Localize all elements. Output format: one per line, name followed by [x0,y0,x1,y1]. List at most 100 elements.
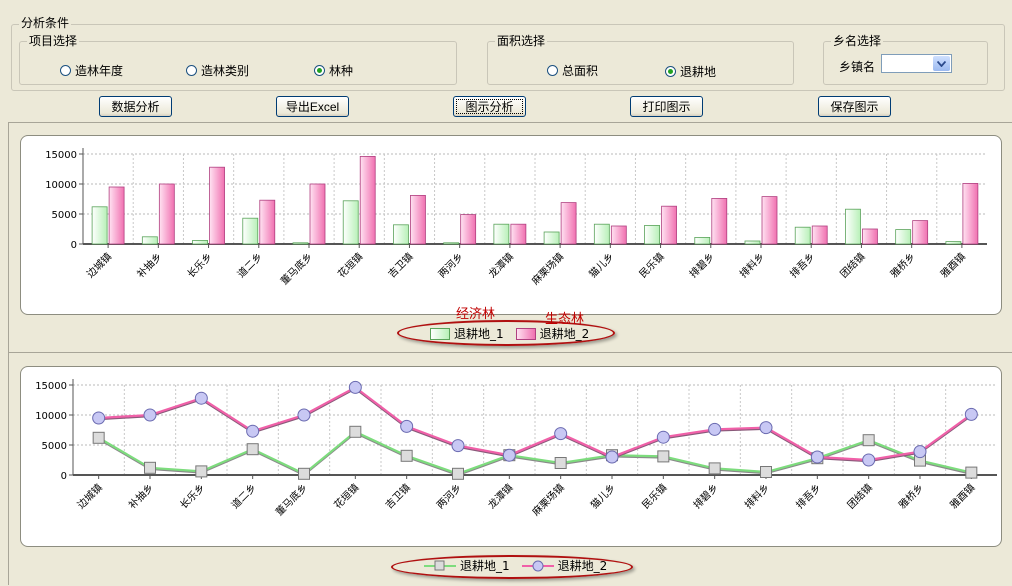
x-tick-label: 长乐乡 [178,482,208,512]
point-series-2 [297,408,311,422]
y-tick-label: 0 [71,240,77,251]
y-tick-label: 15000 [45,150,77,161]
x-tick-label: 两河乡 [436,251,466,281]
point-series-1 [92,431,105,444]
x-tick-label: 道二乡 [234,250,264,280]
y-tick-label: 15000 [35,381,67,392]
x-tick-label: 民乐镇 [636,250,666,280]
x-tick-label: 补抽乡 [126,481,156,511]
x-tick-label: 排料乡 [737,250,767,280]
x-tick-label: 排吾乡 [787,250,817,280]
x-tick-label: 雅酉镇 [947,481,977,511]
x-tick-label: 麻栗场镇 [529,250,566,287]
radio-returned-farmland[interactable]: 退耕地 [665,63,716,80]
point-series-1 [760,466,772,478]
export-excel-button[interactable]: 导出Excel [276,96,349,117]
point-series-2 [348,380,362,394]
point-series-1 [554,457,567,469]
x-tick-label: 民乐镇 [639,481,669,511]
x-tick-label: 排料乡 [742,481,772,511]
town-label: 乡镇名 [839,60,876,74]
bar-series-2 [711,198,728,245]
town-select-group: 乡名选择 [823,34,988,85]
bar-series-2 [209,166,225,245]
point-series-2 [913,445,927,459]
x-tick-label: 排碧乡 [686,250,716,280]
data-analysis-button[interactable]: 数据分析 [99,96,172,117]
radio-forest-type[interactable]: 林种 [314,62,353,79]
bar-series-1 [945,241,962,245]
point-series-1 [452,467,464,480]
radio-dot-checked [314,65,325,76]
radio-label: 总面积 [562,64,599,78]
x-tick-label: 边城镇 [84,250,114,280]
x-tick-label: 猫儿乡 [588,481,618,511]
chevron-down-icon[interactable] [933,56,950,71]
bar-series-1 [393,224,409,245]
x-tick-label: 猫儿乡 [586,250,616,280]
x-tick-label: 排吾乡 [793,481,823,511]
radio-afforestation-category[interactable]: 造林类别 [186,62,249,79]
bar-chart-area: 0 5000 10000 15000 边城镇 补抽乡 长乐乡 道二乡 董马底乡 花垣镇 吉卫镇 两河乡… [20,135,1002,315]
point-series-1 [144,461,156,474]
bar-series-1 [543,231,560,245]
bar-series-2 [510,223,527,245]
point-series-2 [810,450,824,464]
line-chart-area: 0 5000 10000 15000 边城镇 补抽乡 长乐乡 道二乡 董马底乡 花垣镇 吉卫镇 两河乡… [20,366,1002,547]
bar-series-2 [962,183,979,245]
x-tick-label: 雅桥乡 [887,250,917,280]
point-series-2 [656,430,670,444]
point-series-2 [92,411,106,425]
legend-highlight-ellipse [397,320,615,346]
point-series-2 [246,424,260,438]
bar-series-2 [309,183,326,245]
point-series-1 [195,465,208,478]
radio-label: 林种 [329,64,354,78]
x-tick-label: 花垣镇 [335,250,365,280]
save-chart-button[interactable]: 保存图示 [818,96,891,117]
bar-series-2 [862,228,878,245]
area-select-group: 面积选择 [487,34,794,85]
bar-series-2 [811,225,828,245]
point-series-2 [759,421,773,435]
x-tick-label: 边城镇 [74,481,104,511]
point-series-2 [143,408,157,422]
x-tick-label: 长乐乡 [185,251,215,281]
project-select-title: 项目选择 [27,34,80,48]
radio-label: 退耕地 [680,65,717,79]
bar-series-1 [744,240,761,245]
point-series-2 [605,450,619,464]
y-tick-label: 0 [61,471,67,482]
town-dropdown[interactable] [881,54,952,73]
radio-afforestation-year[interactable]: 造林年度 [60,62,123,79]
line-series-2 [98,386,972,462]
annotation-economic-forest: 经济林 [456,307,496,322]
x-tick-label: 董马底乡 [278,250,315,287]
bar-series-2 [560,202,577,245]
x-tick-label: 道二乡 [228,481,258,511]
bar-series-1 [895,229,912,245]
point-series-2 [194,391,208,405]
bar-series-1 [292,242,309,245]
x-tick-label: 吉卫镇 [385,250,415,280]
bar-series-1 [91,206,108,245]
bar-series-1 [192,240,208,245]
point-series-2 [964,407,978,421]
bar-series-2 [912,220,929,245]
y-tick-label: 10000 [35,411,67,422]
chart-analysis-button[interactable]: 图示分析 [453,96,526,117]
bar-series-2 [460,214,477,245]
x-tick-label: 龙潭镇 [486,250,516,280]
bar-series-1 [644,225,660,245]
print-chart-button[interactable]: 打印图示 [630,96,703,117]
project-select-group: 项目选择 [19,34,457,85]
bar-series-2 [610,225,627,245]
bar-series-1 [694,237,711,245]
point-series-2 [502,448,516,462]
radio-total-area[interactable]: 总面积 [547,62,598,79]
x-tick-label: 花垣镇 [331,481,361,511]
radio-dot [186,65,197,76]
x-tick-label: 董马底乡 [273,481,310,518]
bar-chart: 0 5000 10000 15000 边城镇 补抽乡 长乐乡 道二乡 董马底乡 花垣镇 吉卫镇 两河乡… [45,148,987,287]
bar-series-2 [259,199,276,245]
